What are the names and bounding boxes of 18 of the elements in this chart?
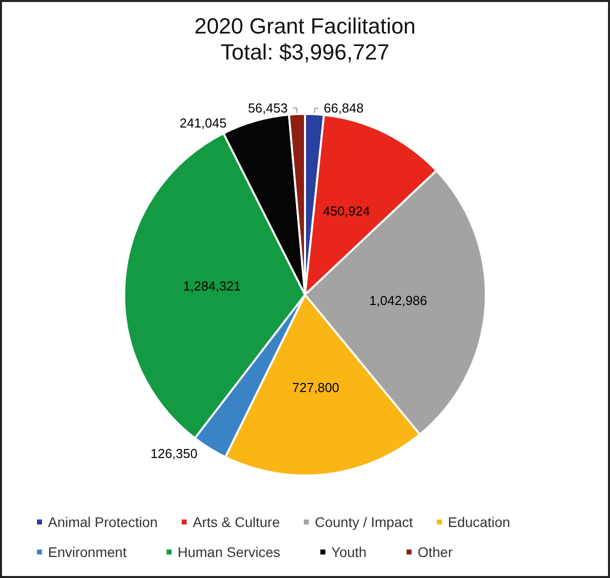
legend-label: Human Services: [178, 544, 280, 560]
legend-label: Other: [418, 544, 453, 560]
data-label: 727,800: [292, 380, 340, 396]
data-label: 241,045: [180, 116, 227, 131]
legend-label: Environment: [48, 544, 127, 560]
legend-label: Animal Protection: [48, 514, 158, 530]
data-label: 66,848: [324, 100, 364, 116]
legend-label: Arts & Culture: [192, 514, 280, 530]
legend-label: County / Impact: [314, 514, 414, 530]
chart-title: 2020 Grant Facilitation: [194, 14, 416, 38]
data-label: 56,453: [248, 100, 288, 116]
data-label: 1,042,986: [369, 293, 428, 308]
legend-label: Youth: [331, 544, 367, 560]
data-label: 450,924: [322, 204, 370, 219]
chart-subtitle: Total: $3,996,727: [220, 40, 390, 64]
data-label: 1,284,321: [183, 278, 241, 294]
legend-label: Education: [448, 514, 510, 530]
data-label: 126,350: [150, 446, 198, 461]
